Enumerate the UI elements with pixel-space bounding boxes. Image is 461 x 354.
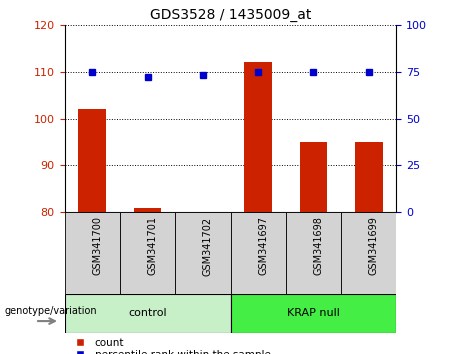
Bar bbox=[134, 208, 161, 212]
Bar bbox=[65, 212, 120, 294]
Title: GDS3528 / 1435009_at: GDS3528 / 1435009_at bbox=[150, 8, 311, 22]
Bar bbox=[286, 212, 341, 294]
Bar bbox=[341, 212, 396, 294]
Text: control: control bbox=[128, 308, 167, 318]
Text: genotype/variation: genotype/variation bbox=[5, 306, 97, 316]
Bar bbox=[175, 212, 230, 294]
Bar bbox=[355, 142, 383, 212]
Bar bbox=[230, 294, 396, 333]
Bar bbox=[120, 212, 175, 294]
Text: GSM341701: GSM341701 bbox=[148, 216, 158, 275]
Text: GSM341700: GSM341700 bbox=[92, 216, 102, 275]
Text: GSM341699: GSM341699 bbox=[369, 216, 379, 275]
Bar bbox=[244, 62, 272, 212]
Bar bbox=[65, 294, 230, 333]
Text: GSM341697: GSM341697 bbox=[258, 216, 268, 275]
Text: KRAP null: KRAP null bbox=[287, 308, 340, 318]
Bar bbox=[300, 142, 327, 212]
Text: GSM341698: GSM341698 bbox=[313, 216, 324, 275]
Legend: count, percentile rank within the sample: count, percentile rank within the sample bbox=[70, 338, 271, 354]
Bar bbox=[78, 109, 106, 212]
Text: GSM341702: GSM341702 bbox=[203, 216, 213, 276]
Bar bbox=[230, 212, 286, 294]
